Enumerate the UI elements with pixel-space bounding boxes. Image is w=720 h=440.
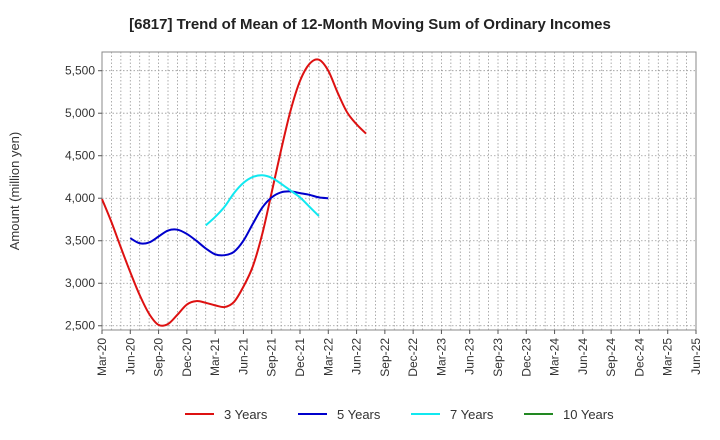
legend: 3 Years 5 Years 7 Years 10 Years [185, 407, 614, 422]
y-tick-label: 3,000 [65, 276, 95, 290]
x-tick-label: Sep-22 [378, 338, 392, 377]
legend-label: 5 Years [337, 407, 381, 422]
legend-label: 7 Years [450, 407, 494, 422]
x-tick-label: Dec-23 [519, 338, 533, 377]
x-tick-label: Mar-23 [434, 338, 448, 376]
x-tick-label: Jun-23 [463, 338, 477, 375]
y-axis-label: Amount (million yen) [7, 132, 22, 251]
x-tick-label: Mar-24 [548, 338, 562, 376]
x-tick-label: Dec-22 [406, 338, 420, 377]
series-line-7-years [205, 174, 320, 227]
legend-label: 10 Years [563, 407, 614, 422]
y-tick-label: 5,500 [65, 64, 95, 78]
x-tick-label: Sep-23 [491, 338, 505, 377]
chart-title: [6817] Trend of Mean of 12-Month Moving … [129, 16, 611, 33]
series-line-5-years [129, 190, 329, 257]
x-tick-label: Mar-22 [321, 338, 335, 376]
series-line-3-years [101, 58, 367, 327]
y-tick-label: 4,500 [65, 149, 95, 163]
x-axis: Mar-20 Jun-20 Sep-20 Dec-20 Mar-21 Jun-21 Sep-… [95, 330, 703, 377]
x-tick-label: Mar-25 [661, 338, 675, 376]
grid [102, 52, 696, 330]
x-tick-label: Mar-21 [208, 338, 222, 376]
y-tick-label: 3,500 [65, 234, 95, 248]
y-tick-label: 5,000 [65, 106, 95, 120]
plot-area [101, 51, 697, 331]
series-lines [101, 58, 367, 327]
x-tick-label: Jun-21 [236, 338, 250, 375]
y-axis: 2,500 3,000 3,500 4,000 4,500 5,000 5,500 [65, 64, 102, 333]
x-tick-label: Dec-21 [293, 338, 307, 377]
x-tick-label: Jun-24 [576, 338, 590, 375]
y-tick-label: 4,000 [65, 191, 95, 205]
y-tick-label: 2,500 [65, 319, 95, 333]
x-tick-label: Mar-20 [95, 338, 109, 376]
x-tick-label: Jun-22 [350, 338, 364, 375]
legend-label: 3 Years [224, 407, 268, 422]
x-tick-label: Jun-25 [689, 338, 703, 375]
x-tick-label: Sep-24 [604, 338, 618, 377]
x-tick-label: Jun-20 [123, 338, 137, 375]
x-tick-label: Sep-21 [265, 338, 279, 377]
x-tick-label: Sep-20 [152, 338, 166, 377]
x-tick-label: Dec-20 [180, 338, 194, 377]
x-tick-label: Dec-24 [632, 338, 646, 377]
